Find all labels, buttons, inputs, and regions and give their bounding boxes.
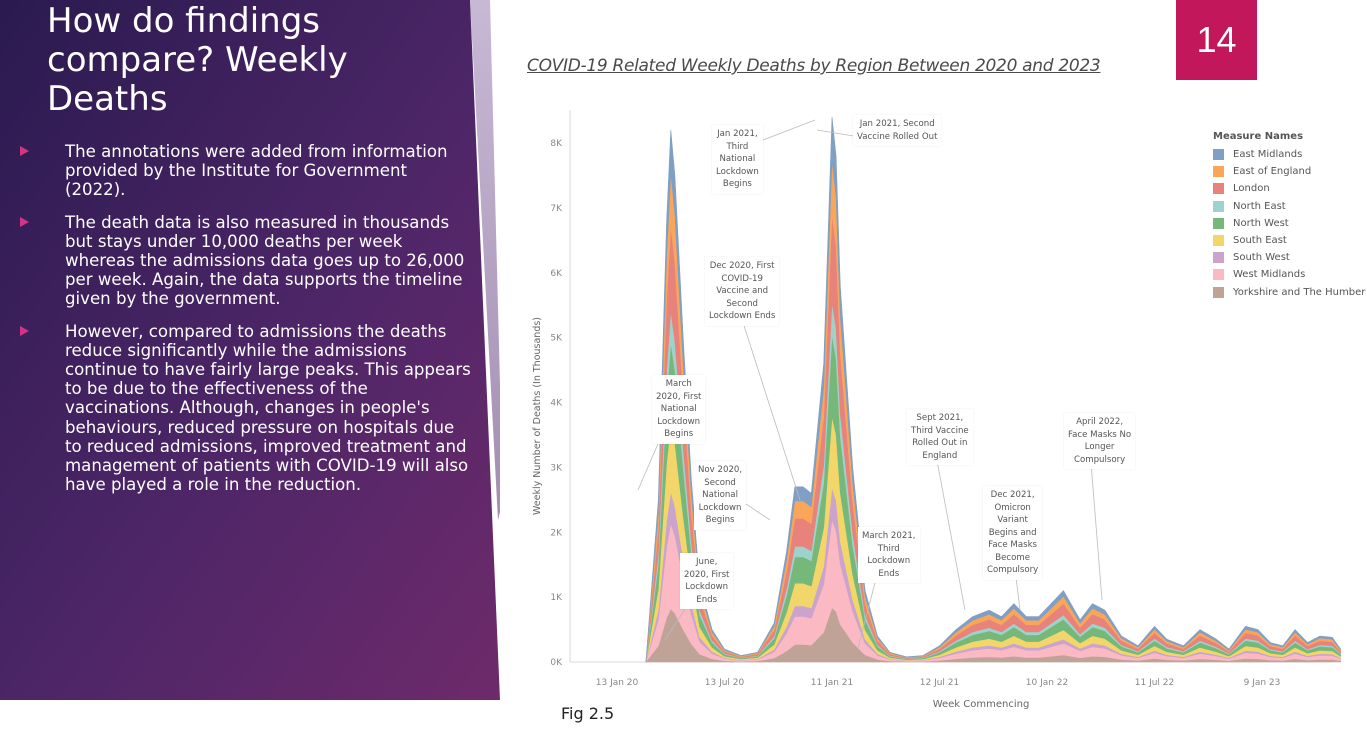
chart-annotation: March 2021, Third Lockdown Ends: [858, 527, 920, 583]
bullet-item: The death data is also measured in thous…: [20, 213, 472, 309]
y-tick-label: 4K: [550, 399, 563, 409]
bullet-text: The annotations were added from informat…: [65, 142, 448, 200]
legend-title: Measure Names: [1213, 131, 1304, 142]
bullet-list: The annotations were added from informat…: [20, 142, 472, 507]
x-tick-label: 13 Jul 20: [705, 678, 745, 688]
x-tick-label: 10 Jan 22: [1026, 678, 1069, 688]
chart-annotation: Jan 2021, Third National Lockdown Begins: [712, 125, 763, 194]
chart-annotation: Sept 2021, Third Vaccine Rolled Out in E…: [907, 409, 973, 465]
bullet-item: The annotations were added from informat…: [20, 142, 472, 200]
area-series-north-east: [645, 302, 1341, 663]
legend-label: West Midlands: [1233, 269, 1306, 281]
chart-annotation: Dec 2020, First COVID-19 Vaccine and Sec…: [705, 257, 780, 326]
legend-swatch: [1213, 269, 1224, 281]
bullet-item: However, compared to admissions the deat…: [20, 322, 472, 495]
chart-annotation: March 2020, First National Lockdown Begi…: [652, 375, 706, 444]
legend-label: North West: [1233, 217, 1289, 229]
legend-item: Yorkshire and The Humber: [1213, 284, 1365, 301]
y-tick-label: 3K: [550, 463, 563, 473]
legend-item: North East: [1213, 198, 1365, 215]
legend-rows: East Midlands East of England London North …: [1213, 146, 1365, 301]
y-tick-label: 8K: [550, 139, 563, 149]
legend-swatch: [1213, 252, 1224, 264]
figure-caption: Fig 2.5: [561, 704, 615, 723]
legend-label: London: [1233, 183, 1270, 195]
legend-label: North East: [1233, 200, 1286, 212]
y-tick-label: 2K: [550, 528, 563, 538]
legend-item: North West: [1213, 215, 1365, 232]
legend-item: East Midlands: [1213, 146, 1365, 163]
legend-label: South East: [1233, 235, 1287, 247]
page-number-badge: 14: [1176, 0, 1257, 80]
legend-item: East of England: [1213, 163, 1365, 180]
legend-swatch: [1213, 286, 1224, 298]
y-axis-title: Weekly Number of Deaths (In Thousands): [532, 317, 543, 515]
chart-annotation: Jan 2021, Second Vaccine Rolled Out: [853, 115, 942, 146]
legend-item: West Midlands: [1213, 266, 1365, 283]
legend-item: London: [1213, 180, 1365, 197]
area-series-east-midlands: [645, 116, 1341, 663]
legend-swatch: [1213, 183, 1224, 195]
x-axis-title: Week Commencing: [933, 699, 1030, 710]
legend-label: Yorkshire and The Humber: [1233, 286, 1366, 298]
x-tick-label: 11 Jul 22: [1135, 678, 1175, 688]
y-tick-label: 7K: [550, 204, 563, 214]
legend-swatch: [1213, 166, 1224, 178]
triangle-bullet-icon: [20, 216, 29, 227]
legend-label: East of England: [1233, 166, 1312, 178]
chart-annotation: Dec 2021, Omicron Variant Begins and Fac…: [983, 486, 1043, 580]
y-tick-label: 0K: [550, 658, 563, 668]
chart-title: COVID-19 Related Weekly Deaths by Region…: [527, 56, 1101, 76]
chart-legend: Measure Names East Midlands East of Engla…: [1213, 131, 1365, 301]
legend-item: South East: [1213, 232, 1365, 249]
legend-swatch: [1213, 217, 1224, 229]
legend-label: East Midlands: [1233, 149, 1303, 161]
slide-title: How do findings compare? Weekly Deaths: [47, 1, 348, 119]
legend-swatch: [1213, 235, 1224, 247]
x-tick-label: 11 Jan 21: [811, 678, 854, 688]
chart-annotation: Nov 2020, Second National Lockdown Begin…: [694, 461, 747, 530]
legend-label: South West: [1233, 252, 1290, 264]
x-tick-label: 9 Jan 23: [1244, 678, 1281, 688]
legend-swatch: [1213, 149, 1224, 161]
x-tick-label: 13 Jan 20: [596, 678, 639, 688]
panel-background: [0, 0, 500, 700]
bullet-text: The death data is also measured in thous…: [65, 212, 465, 309]
x-tick-label: 12 Jul 21: [920, 678, 960, 688]
y-tick-label: 5K: [550, 334, 563, 344]
triangle-bullet-icon: [20, 146, 29, 156]
y-tick-label: 6K: [550, 269, 563, 279]
left-panel: How do findings compare? Weekly Deaths T…: [0, 0, 500, 700]
y-tick-label: 1K: [550, 593, 563, 603]
triangle-bullet-icon: [20, 325, 29, 336]
legend-item: South West: [1213, 249, 1365, 266]
legend-swatch: [1213, 200, 1224, 212]
chart-annotation: April 2022, Face Masks No Longer Compuls…: [1064, 413, 1136, 469]
bullet-text: However, compared to admissions the deat…: [65, 321, 471, 495]
chart-annotation: June, 2020, First Lockdown Ends: [680, 553, 734, 609]
